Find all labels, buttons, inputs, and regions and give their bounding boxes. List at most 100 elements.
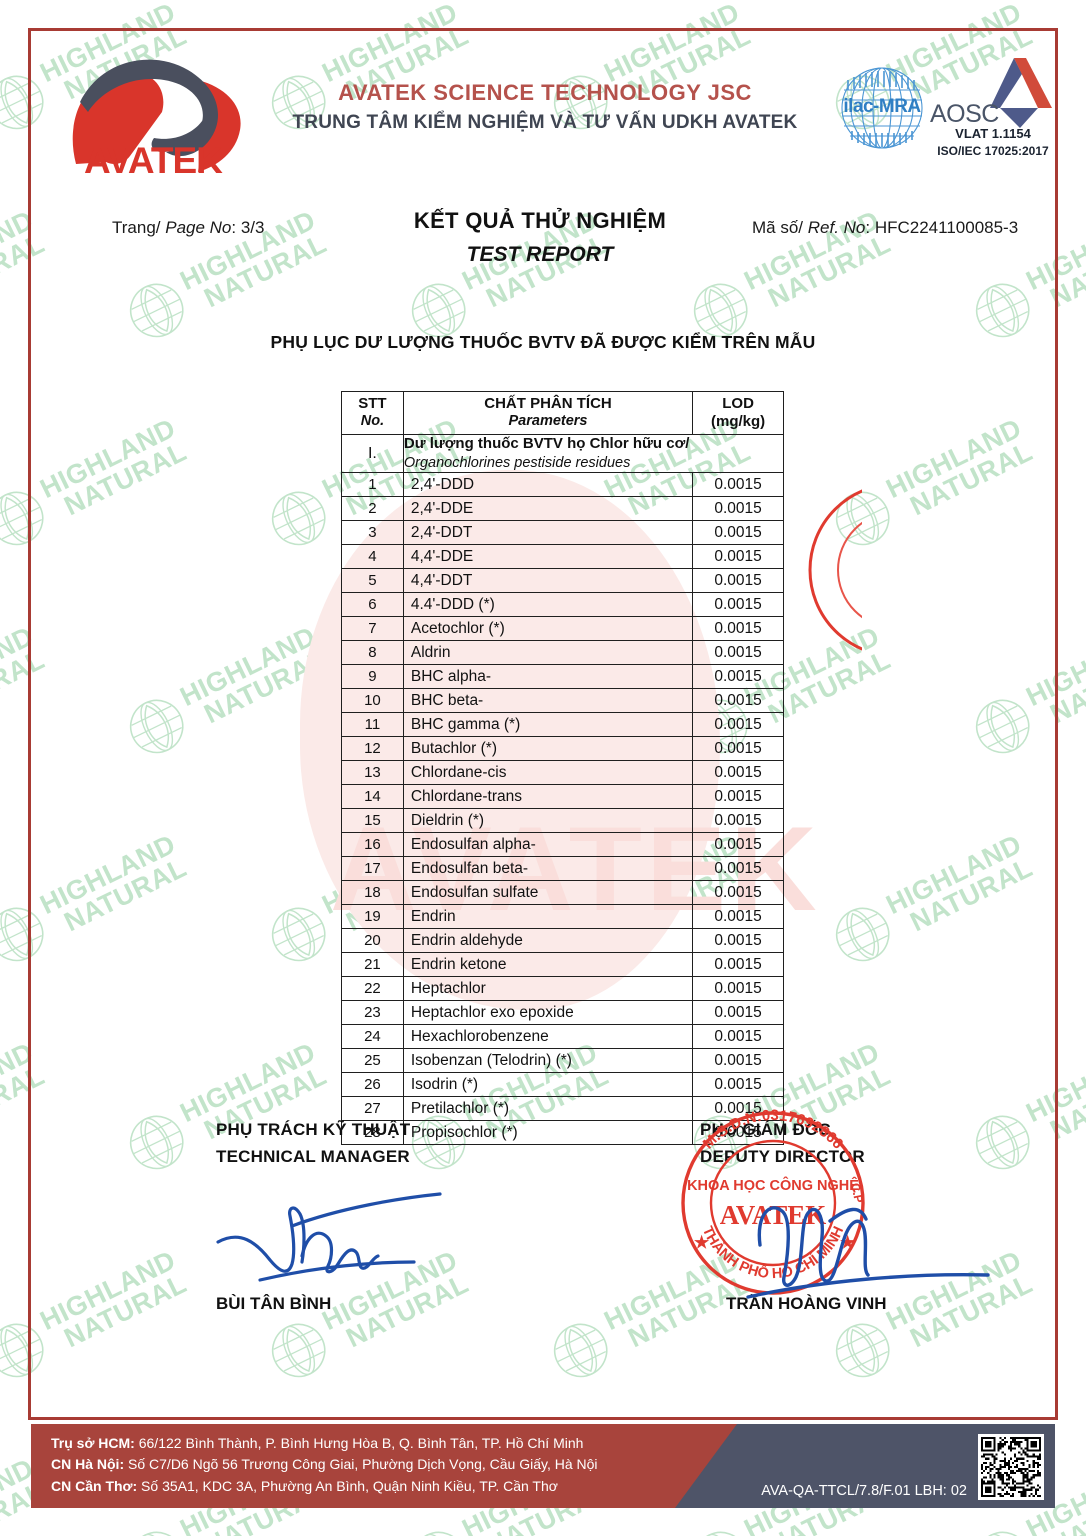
footer-address-hanoi: CN Hà Nội: Số C7/D6 Ngõ 56 Trương Công G… — [51, 1454, 598, 1475]
table-row: 18 Endosulfan sulfate 0.0015 — [341, 880, 784, 906]
row-lod: 0.0015 — [692, 880, 784, 906]
col-header-no: STT No. — [341, 390, 404, 436]
row-no: 2 — [341, 496, 404, 522]
row-no: 26 — [341, 1072, 404, 1098]
row-parameter: Endrin aldehyde — [402, 928, 694, 954]
table-row: 25 Isobenzan (Telodrin) (*) 0.0015 — [341, 1048, 784, 1074]
report-title-vi: KẾT QUẢ THỬ NGHIỆM — [413, 208, 667, 233]
page-value: : 3/3 — [231, 218, 265, 237]
row-no: 19 — [341, 904, 404, 930]
footer-address-hcm-value: 66/122 Bình Thành, P. Bình Hưng Hòa B, Q… — [134, 1435, 584, 1451]
footer-address-cantho-value: Số 35A1, KDC 3A, Phường An Bình, Quận Ni… — [137, 1477, 558, 1494]
table-row: 6 4.4'-DDD (*) 0.0015 — [341, 592, 784, 618]
report-title-block: KẾT QUẢ THỬ NGHIỆM TEST REPORT — [360, 208, 720, 267]
row-parameter: Isodrin (*) — [402, 1072, 694, 1098]
ref-label-vi: Mã số/ — [752, 218, 808, 237]
signature-block-left: PHỤ TRÁCH KỸ THUẬT TECHNICAL MANAGER — [216, 1120, 516, 1167]
group-name-cell: Dư lượng thuốc BVTV họ Chlor hữu cơ/ Org… — [402, 434, 785, 474]
section-heading: PHỤ LỤC DƯ LƯỢNG THUỐC BVTV ĐÃ ĐƯỢC KIỂM… — [270, 332, 816, 352]
row-parameter: 2,4'-DDT — [402, 520, 694, 546]
aosc-vlat-number: VLAT 1.1154 — [955, 126, 1031, 141]
svg-text:★: ★ — [840, 1233, 856, 1252]
row-parameter: Chlordane-cis — [402, 760, 694, 786]
row-parameter: Endosulfan sulfate — [402, 880, 694, 906]
document-header: AVATEK AVATEK SCIENCE TECHNOLOGY JSC TRU… — [0, 0, 1086, 190]
org-name-vi: TRUNG TÂM KIỂM NGHIỆM VÀ TƯ VẤN UDKH AVA… — [292, 112, 798, 133]
row-no: 4 — [341, 544, 404, 570]
row-parameter: Endrin ketone — [402, 952, 694, 978]
row-lod: 0.0015 — [692, 544, 784, 570]
table-row: 2 2,4'-DDE 0.0015 — [341, 496, 784, 522]
row-no: 1 — [341, 472, 404, 498]
row-no: 9 — [341, 664, 404, 690]
table-row: 22 Heptachlor 0.0015 — [341, 976, 784, 1002]
row-parameter: Aldrin — [402, 640, 694, 666]
table-row: 10 BHC beta- 0.0015 — [341, 688, 784, 714]
table-row: 14 Chlordane-trans 0.0015 — [341, 784, 784, 810]
ref-value: : HFC2241100085-3 — [865, 218, 1019, 237]
table-head: STT No. CHẤT PHÂN TÍCH Parameters — [341, 390, 784, 436]
row-no: 5 — [341, 568, 404, 594]
footer-address-hcm-label: Trụ sở HCM: — [51, 1435, 135, 1451]
row-lod: 0.0015 — [692, 520, 784, 546]
org-name-en: AVATEK SCIENCE TECHNOLOGY JSC — [338, 80, 752, 105]
group-index: I. — [341, 434, 404, 474]
row-no: 28 — [341, 1120, 404, 1146]
row-lod: 0.0015 — [692, 472, 784, 498]
row-no: 8 — [341, 640, 404, 666]
row-parameter: Butachlor (*) — [402, 736, 694, 762]
qr-code — [978, 1434, 1044, 1500]
row-no: 17 — [341, 856, 404, 882]
row-lod: 0.0015 — [692, 1000, 784, 1026]
partial-stamp-edge: 3.C.T.C.P N HỆ ★ MINH — [808, 489, 862, 651]
row-no: 14 — [341, 784, 404, 810]
avatek-logo: AVATEK — [58, 46, 268, 186]
row-parameter: Pretilachlor (*) — [402, 1096, 694, 1122]
row-parameter: Isobenzan (Telodrin) (*) — [402, 1048, 694, 1074]
col-header-lod-label: LOD — [722, 395, 754, 412]
table-row: 16 Endosulfan alpha- 0.0015 — [341, 832, 784, 858]
row-parameter: 4,4'-DDT — [402, 568, 694, 594]
org-name-block: AVATEK SCIENCE TECHNOLOGY JSC TRUNG TÂM … — [270, 80, 820, 134]
row-lod: 0.0015 — [692, 568, 784, 594]
table-row: 21 Endrin ketone 0.0015 — [341, 952, 784, 978]
row-lod: 0.0015 — [692, 592, 784, 618]
row-lod: 0.0015 — [692, 952, 784, 978]
footer-address-cantho: CN Cần Thơ: Số 35A1, KDC 3A, Phường An B… — [51, 1476, 598, 1497]
table-row: 3 2,4'-DDT 0.0015 — [341, 520, 784, 546]
row-parameter: Endosulfan beta- — [402, 856, 694, 882]
row-parameter: Heptachlor — [402, 976, 694, 1002]
row-lod: 0.0015 — [692, 1024, 784, 1050]
row-lod: 0.0015 — [692, 784, 784, 810]
row-lod: 0.0015 — [692, 928, 784, 954]
aosc-iso-standard: ISO/IEC 17025:2017 — [937, 144, 1049, 158]
col-header-lod: LOD (mg/kg) — [692, 390, 784, 436]
row-parameter: 4,4'-DDE — [402, 544, 694, 570]
aosc-logo: AOSC VLAT 1.1154 ISO/IEC 17025:2017 — [930, 52, 1056, 162]
report-title-en: TEST REPORT — [466, 243, 614, 266]
row-lod: 0.0015 — [692, 736, 784, 762]
company-round-stamp: M.S.D.N:0317692866 THÀNH PHỐ HỒ CHÍ MINH… — [681, 1107, 866, 1295]
table-row: 1 2,4'-DDD 0.0015 — [341, 472, 784, 498]
document-footer: Trụ sở HCM: 66/122 Bình Thành, P. Bình H… — [31, 1424, 1055, 1508]
row-parameter: 2,4'-DDE — [402, 496, 694, 522]
col-header-parameter-en: Parameters — [508, 412, 588, 429]
row-parameter: Acetochlor (*) — [402, 616, 694, 642]
row-lod: 0.0015 — [692, 976, 784, 1002]
qr-code-graphic — [981, 1437, 1041, 1497]
signer-name-left: BÙI TÂN BÌNH — [216, 1294, 332, 1313]
svg-text:KHOA HỌC CÔNG NGHỆ: KHOA HỌC CÔNG NGHỆ — [687, 1176, 859, 1194]
col-header-parameter: CHẤT PHÂN TÍCH Parameters — [402, 390, 694, 436]
page-number: Trang/ Page No: 3/3 — [112, 218, 265, 238]
table-row: 13 Chlordane-cis 0.0015 — [341, 760, 784, 786]
col-header-parameter-vi: CHẤT PHÂN TÍCH — [484, 395, 612, 413]
page-label-en: Page No — [165, 218, 232, 237]
ilac-mra-logo: ilac-MRA — [826, 62, 938, 154]
row-lod: 0.0015 — [692, 904, 784, 930]
